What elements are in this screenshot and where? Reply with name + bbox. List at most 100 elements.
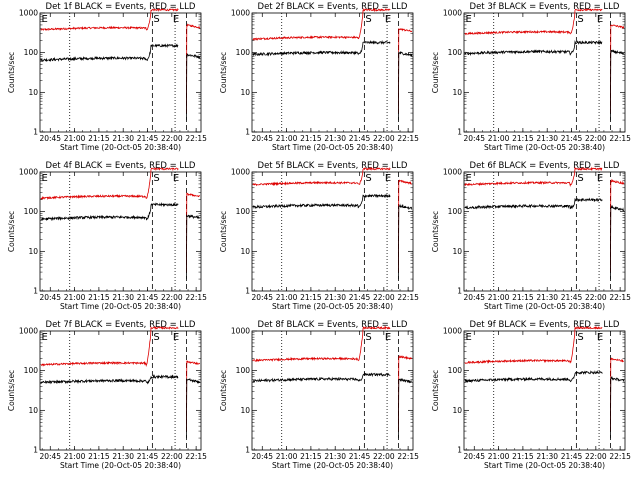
series-lld-after — [397, 179, 412, 273]
y-tick-label: 100 — [24, 207, 39, 216]
series-lld — [252, 325, 391, 363]
x-tick-label: 21:45 — [349, 452, 371, 461]
panel-8: Det 8f BLACK = Events, RED = LLD 1 10 100 10… — [219, 320, 419, 470]
marker-e: E — [597, 173, 603, 184]
x-tick-label: 21:30 — [324, 134, 346, 143]
x-tick-label: 21:00 — [488, 293, 510, 302]
x-axis-label: Start Time (20-Oct-05 20:38:40) — [272, 302, 393, 311]
y-axis-label: Counts/sec — [219, 52, 228, 93]
series-events-after — [186, 214, 201, 280]
y-tick-label: 1000 — [231, 327, 250, 336]
y-tick-label: 100 — [24, 48, 39, 57]
y-tick-label: 100 — [448, 207, 463, 216]
x-tick-label: 21:30 — [536, 134, 558, 143]
y-tick-label: 100 — [448, 48, 463, 57]
x-tick-label: 21:15 — [300, 293, 322, 302]
x-tick-label: 21:00 — [64, 452, 86, 461]
y-tick-label: 1 — [457, 287, 462, 296]
y-tick-label: 100 — [24, 366, 39, 375]
panel-1: Det 1f BLACK = Events, RED = LLD 1 10 100 10… — [7, 2, 207, 152]
x-tick-label: 21:30 — [536, 452, 558, 461]
x-tick-label: 21:45 — [561, 452, 583, 461]
x-tick-label: 21:45 — [137, 452, 159, 461]
series-lld-after — [185, 23, 201, 114]
y-axis-label: Counts/sec — [431, 370, 440, 411]
panel-3: Det 3f BLACK = Events, RED = LLD 1 10 100 10… — [431, 2, 631, 152]
marker-s: S — [577, 332, 583, 343]
y-tick-label: 10 — [28, 247, 38, 256]
series-events — [464, 197, 603, 210]
y-tick-label: 10 — [28, 88, 38, 97]
x-tick-label: 20:45 — [251, 134, 273, 143]
plot-frame — [463, 330, 626, 451]
x-tick-label: 21:00 — [488, 134, 510, 143]
panel-title: Det 2f BLACK = Events, RED = LLD — [258, 2, 408, 12]
x-axis-label: Start Time (20-Oct-05 20:38:40) — [60, 461, 181, 470]
y-axis-label: Counts/sec — [7, 211, 16, 252]
series-lld-after — [185, 192, 201, 273]
x-tick-label: 22:00 — [585, 293, 607, 302]
x-axis-label: Start Time (20-Oct-05 20:38:40) — [272, 461, 393, 470]
marker-s: S — [577, 14, 583, 25]
plot-frame — [463, 171, 626, 292]
y-axis-label: Counts/sec — [219, 370, 228, 411]
y-tick-label: 10 — [452, 247, 462, 256]
series-lld — [40, 325, 179, 367]
x-tick-label: 20:45 — [463, 293, 485, 302]
y-tick-label: 100 — [236, 207, 251, 216]
panel-title: Det 3f BLACK = Events, RED = LLD — [470, 2, 620, 12]
panel-title: Det 5f BLACK = Events, RED = LLD — [258, 161, 408, 171]
series-lld — [40, 7, 179, 32]
x-tick-label: 21:30 — [324, 293, 346, 302]
x-tick-label: 21:30 — [112, 452, 134, 461]
plot-frame — [39, 171, 202, 292]
x-tick-label: 22:15 — [397, 452, 419, 461]
x-tick-label: 22:15 — [609, 293, 631, 302]
panel-2: Det 2f BLACK = Events, RED = LLD 1 10 100 10… — [219, 2, 419, 152]
x-tick-label: 21:00 — [276, 134, 298, 143]
y-axis-label: Counts/sec — [431, 52, 440, 93]
y-tick-label: 10 — [452, 406, 462, 415]
x-axis-label: Start Time (20-Oct-05 20:38:40) — [60, 302, 181, 311]
x-tick-label: 21:45 — [561, 134, 583, 143]
y-tick-label: 1 — [33, 446, 38, 455]
marker-s: S — [153, 14, 159, 25]
series-lld — [464, 166, 603, 187]
marker-e: E — [42, 173, 48, 184]
marker-s: S — [365, 14, 371, 25]
panel-title: Det 7f BLACK = Events, RED = LLD — [46, 320, 196, 330]
marker-e: E — [385, 332, 391, 343]
y-tick-label: 1 — [245, 446, 250, 455]
x-tick-label: 22:00 — [373, 293, 395, 302]
panel-6: Det 6f BLACK = Events, RED = LLD 1 10 100 10… — [431, 161, 631, 311]
x-tick-label: 22:15 — [397, 293, 419, 302]
series-events — [252, 40, 391, 57]
x-tick-label: 22:00 — [161, 134, 183, 143]
x-tick-label: 21:45 — [349, 293, 371, 302]
plot-frame — [251, 171, 414, 292]
x-tick-label: 21:45 — [561, 293, 583, 302]
panel-title: Det 6f BLACK = Events, RED = LLD — [470, 161, 620, 171]
y-tick-label: 1000 — [443, 9, 462, 18]
plot-frame — [251, 12, 414, 133]
plot-frame — [39, 12, 202, 133]
y-tick-label: 1000 — [19, 168, 38, 177]
x-tick-label: 21:15 — [512, 134, 534, 143]
series-events-after — [610, 204, 625, 280]
x-tick-label: 22:15 — [185, 293, 207, 302]
x-tick-label: 21:00 — [64, 134, 86, 143]
y-tick-label: 100 — [236, 48, 251, 57]
series-events — [464, 369, 603, 384]
x-tick-label: 22:15 — [185, 452, 207, 461]
x-tick-label: 21:45 — [137, 293, 159, 302]
x-tick-label: 20:45 — [251, 452, 273, 461]
x-tick-label: 21:30 — [536, 293, 558, 302]
marker-e: E — [466, 332, 472, 343]
y-axis-label: Counts/sec — [219, 211, 228, 252]
y-tick-label: 1 — [33, 287, 38, 296]
series-events-after — [398, 50, 413, 121]
x-tick-label: 20:45 — [39, 134, 61, 143]
y-tick-label: 100 — [236, 366, 251, 375]
marker-s: S — [153, 332, 159, 343]
